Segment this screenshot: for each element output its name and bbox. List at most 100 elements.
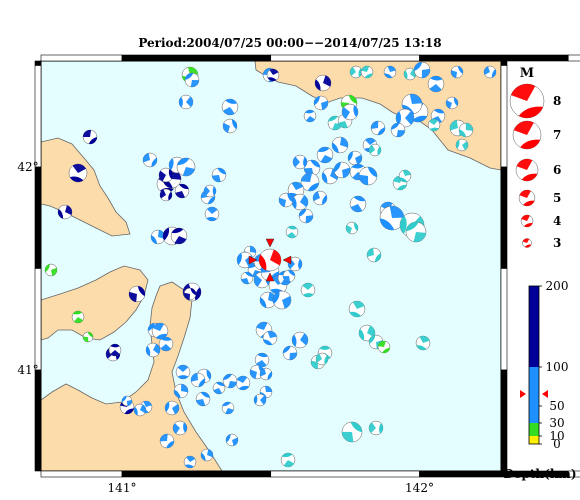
earthquake-mechanism	[195, 391, 211, 407]
axis-labels: 141°142°143°42°41°	[17, 160, 434, 495]
earthquake-mechanism	[71, 310, 85, 324]
lat-tick-label: 41°	[17, 363, 38, 377]
earthquake-mechanism	[282, 345, 298, 361]
earthquake-mechanism	[145, 342, 161, 358]
earthquake-mechanisms	[44, 61, 497, 469]
earthquake-mechanism	[190, 372, 206, 388]
earthquake-mechanism	[303, 109, 317, 123]
earthquake-mechanism	[349, 195, 367, 213]
earthquake-mechanism	[68, 163, 88, 183]
earthquake-mechanism	[82, 331, 94, 343]
earthquake-mechanism	[221, 98, 239, 116]
magnitude-legend-symbol	[520, 214, 534, 228]
earthquake-mechanism	[300, 172, 320, 192]
earthquake-mechanism	[390, 122, 406, 138]
earthquake-mechanism	[235, 375, 251, 391]
earthquake-mechanism	[316, 146, 334, 164]
earthquake-mechanism	[331, 136, 349, 154]
depth-tick-label: 10	[549, 429, 564, 443]
earthquake-mechanism	[405, 221, 427, 243]
earthquake-mechanism	[222, 118, 238, 134]
magnitude-legend: M 8 7 6 5 4 3	[509, 66, 561, 250]
earthquake-mechanism	[57, 204, 73, 220]
earthquake-mechanism	[133, 403, 147, 417]
earthquake-mechanism	[278, 192, 294, 208]
magnitude-legend-symbol	[515, 158, 539, 182]
depth-scale-label: Depth(km)	[503, 467, 576, 481]
page-title: Period:2004/07/25 00:00−−2014/07/25 13:1…	[138, 36, 442, 50]
earthquake-mechanism	[413, 61, 431, 79]
earthquake-mechanism	[292, 154, 308, 170]
map-border-ticks	[34, 54, 580, 478]
depth-tick-label: 50	[549, 399, 564, 413]
earthquake-mechanism	[159, 188, 173, 202]
earthquake-mechanism	[212, 381, 226, 395]
earthquake-mechanism	[360, 65, 374, 79]
earthquake-mechanism	[368, 420, 384, 436]
earthquake-mechanism	[483, 65, 497, 79]
earthquake-mechanism	[253, 393, 267, 407]
earthquake-mechanism	[313, 95, 329, 111]
earthquake-mechanism	[183, 287, 197, 301]
earthquake-mechanism	[458, 122, 474, 138]
earthquake-mechanism	[333, 161, 351, 179]
earthquake-mechanism	[262, 330, 278, 346]
earthquake-mechanism	[164, 400, 180, 416]
earthquake-mechanism	[282, 269, 296, 283]
magnitude-legend-label: 5	[553, 191, 561, 205]
earthquake-mechanism	[128, 285, 146, 303]
magnitude-legend-title: M	[520, 66, 534, 81]
earthquake-mechanism	[291, 331, 309, 349]
main-event-mechanism	[258, 248, 282, 272]
earthquake-mechanism	[170, 227, 188, 245]
earthquake-mechanism	[108, 343, 122, 357]
earthquake-mechanism	[158, 167, 174, 183]
earthquake-mechanism	[221, 401, 235, 415]
earthquake-mechanism	[240, 271, 254, 285]
earthquake-mechanism	[82, 129, 98, 145]
magnitude-legend-label: 4	[553, 214, 561, 228]
earthquake-mechanism	[121, 395, 133, 407]
earthquake-mechanism	[184, 72, 200, 88]
earthquake-mechanism	[347, 150, 363, 166]
earthquake-mechanism	[403, 67, 417, 81]
earthquake-mechanism	[280, 452, 296, 468]
earthquake-mechanism	[272, 290, 292, 310]
earthquake-mechanism	[300, 282, 316, 298]
earthquake-mechanism	[142, 152, 158, 168]
main-event-depth-marker	[542, 390, 548, 398]
earthquake-mechanism	[225, 433, 239, 447]
main-event-depth-marker	[520, 390, 526, 398]
earthquake-mechanism	[151, 322, 169, 340]
earthquake-mechanism	[291, 193, 309, 211]
earthquake-mechanism	[259, 367, 273, 381]
earthquake-mechanism	[368, 143, 382, 157]
lon-tick-label: 141°	[108, 481, 137, 495]
earthquake-mechanism	[175, 364, 191, 380]
magnitude-legend-symbol	[509, 83, 545, 119]
earthquake-mechanism	[455, 138, 469, 152]
earthquake-mechanism	[222, 373, 238, 389]
earthquake-mechanism	[203, 184, 217, 198]
earthquake-mechanism	[348, 300, 366, 318]
lon-tick-label: 142°	[405, 481, 434, 495]
earthquake-mechanism	[285, 225, 299, 239]
earthquake-mechanism	[266, 68, 280, 82]
depth-tick-label: 0	[553, 437, 561, 451]
depth-tick-label: 200	[546, 279, 569, 293]
main-event-marker	[265, 238, 275, 248]
earthquake-mechanism	[174, 183, 190, 199]
depth-tick-label: 100	[546, 360, 569, 374]
earthquake-mechanism	[178, 94, 194, 110]
earthquake-mechanism	[315, 352, 329, 366]
earthquake-mechanism	[366, 247, 382, 263]
earthquake-mechanism	[445, 96, 459, 110]
magnitude-legend-symbol	[512, 120, 542, 150]
earthquake-mechanism	[150, 229, 166, 245]
depth-tick-label: 30	[549, 416, 564, 430]
magnitude-legend-label: 6	[553, 163, 561, 177]
magnitude-legend-label: 3	[553, 236, 561, 250]
magnitude-legend-label: 8	[553, 94, 561, 108]
